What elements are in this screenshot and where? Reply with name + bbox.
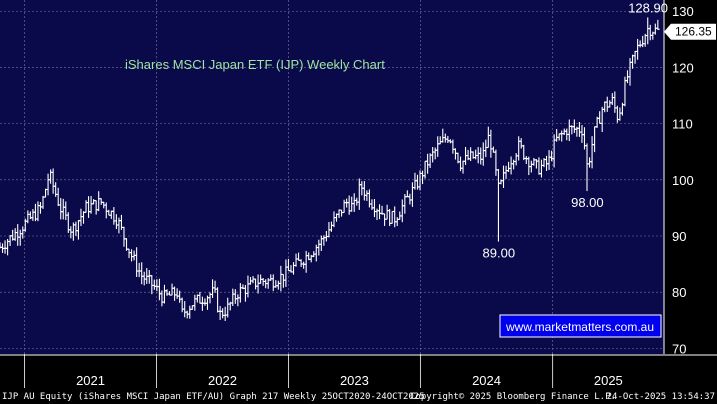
- footer-center: Copyright© 2025 Bloomberg Finance L.P.: [410, 392, 616, 402]
- x-tick-label: 2021: [76, 373, 105, 388]
- watermark-text: www.marketmatters.com.au: [505, 320, 654, 334]
- annotation-high-label: 128.90: [628, 0, 668, 15]
- watermark-background: [499, 314, 662, 338]
- y-axis: 70 80 90 100 110 120 130: [663, 0, 694, 356]
- y-tick-label: 130: [672, 4, 694, 19]
- x-axis: 2021 2022 2023 2024 2025: [0, 354, 717, 388]
- y-tick-label: 100: [672, 173, 694, 188]
- chart-title: iShares MSCI Japan ETF (IJP) Weekly Char…: [125, 57, 385, 72]
- footer: IJP AU Equity (iShares MSCI Japan ETF/AU…: [2, 392, 715, 402]
- price-bars: [0, 17, 660, 322]
- plot-area: [0, 0, 664, 354]
- watermark-box: www.marketmatters.com.au: [499, 314, 662, 338]
- last-price-arrow: [664, 23, 671, 40]
- last-price-marker: 126.35: [664, 23, 716, 40]
- annotation-low-2024-label: 89.00: [483, 246, 516, 261]
- x-tick-label: 2022: [208, 373, 237, 388]
- last-price-box: [671, 23, 716, 40]
- x-tick-label: 2025: [594, 373, 623, 388]
- y-tick-label: 70: [672, 341, 686, 356]
- x-tick-label: 2024: [472, 373, 501, 388]
- y-tick-label: 80: [672, 285, 686, 300]
- y-tick-label: 110: [672, 117, 693, 132]
- x-tick-label: 2023: [340, 373, 369, 388]
- annotations: 128.90 89.00 98.00: [483, 0, 668, 260]
- y-tick-label: 120: [672, 60, 694, 75]
- annotation-low-2025-label: 98.00: [571, 195, 604, 210]
- footer-left: IJP AU Equity (iShares MSCI Japan ETF/AU…: [2, 392, 425, 402]
- ohlc-bar: [656, 19, 660, 31]
- last-price-label: 126.35: [675, 25, 712, 39]
- footer-right: 24-Oct-2025 13:54:37: [607, 392, 715, 402]
- y-tick-label: 90: [672, 229, 686, 244]
